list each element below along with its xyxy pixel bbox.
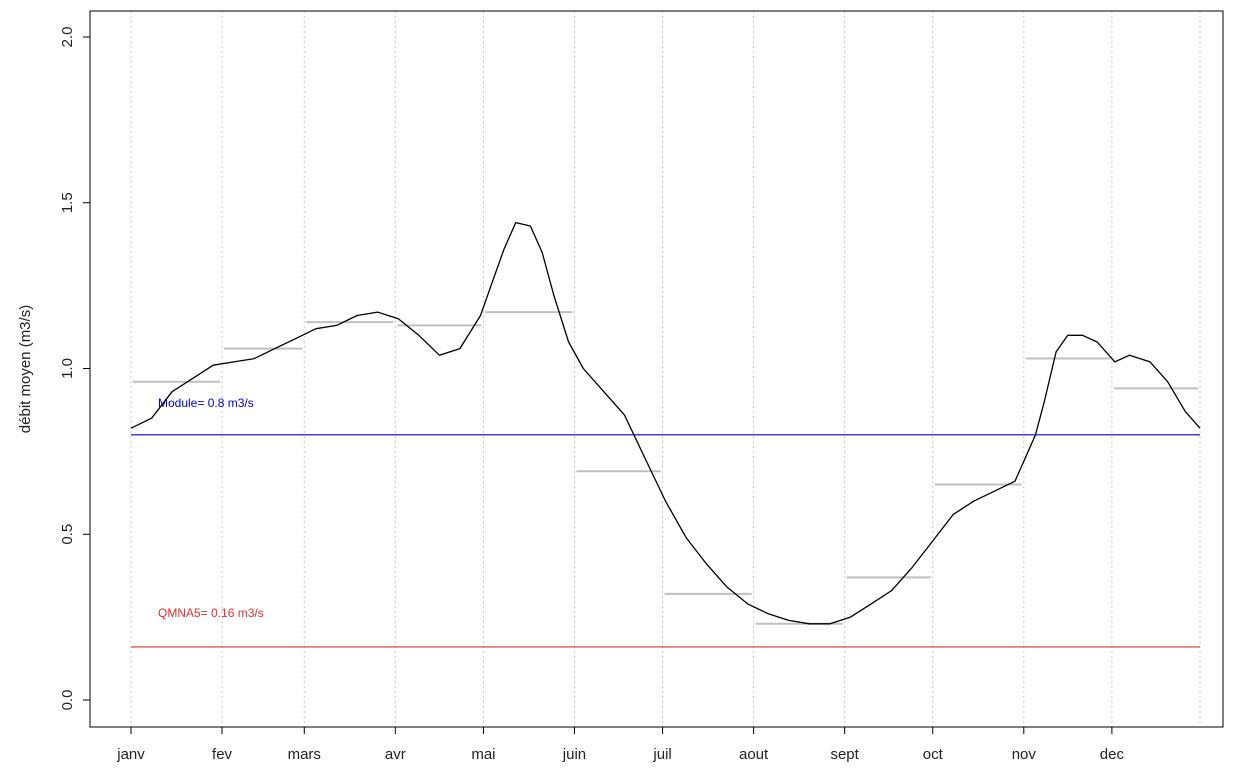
- x-tick-label-avr: avr: [385, 746, 406, 763]
- daily-mean-series: [130, 221, 1201, 625]
- y-axis: 0.0 0.5 1.0 1.5 2.0: [59, 27, 90, 711]
- x-tick-label-janv: janv: [116, 746, 145, 763]
- x-tick-label-aout: aout: [739, 746, 769, 763]
- y-tick-label: 2.0: [59, 27, 76, 48]
- reference-lines: Module= 0.8 m3/s QMNA5= 0.16 m3/s: [131, 396, 1200, 648]
- x-tick-label-juil: juil: [652, 746, 671, 763]
- x-axis: janv fev mars avr mai juin juil aout sept oct nov d…: [116, 727, 1124, 763]
- y-tick-label: 0.5: [59, 524, 76, 545]
- y-tick-label: 1.0: [59, 358, 76, 379]
- reference-label-qmna5: QMNA5= 0.16 m3/s: [158, 606, 264, 620]
- x-tick-label-mai: mai: [471, 746, 495, 763]
- x-tick-label-mars: mars: [288, 746, 321, 763]
- daily-mean-line: [130, 221, 1201, 625]
- y-axis-label: débit moyen (m3/s): [17, 305, 34, 433]
- x-tick-label-dec: dec: [1100, 746, 1125, 763]
- monthly-mean-bars: [133, 311, 1198, 625]
- y-tick-label: 1.5: [59, 192, 76, 213]
- x-tick-label-juin: juin: [562, 746, 586, 763]
- x-tick-label-sept: sept: [830, 746, 859, 763]
- x-tick-label-nov: nov: [1012, 746, 1037, 763]
- x-tick-label-oct: oct: [923, 746, 944, 763]
- reference-label-module: Module= 0.8 m3/s: [158, 396, 254, 410]
- month-gridlines: [130, 11, 1201, 727]
- y-tick-label: 0.0: [59, 690, 76, 711]
- x-tick-label-fev: fev: [212, 746, 233, 763]
